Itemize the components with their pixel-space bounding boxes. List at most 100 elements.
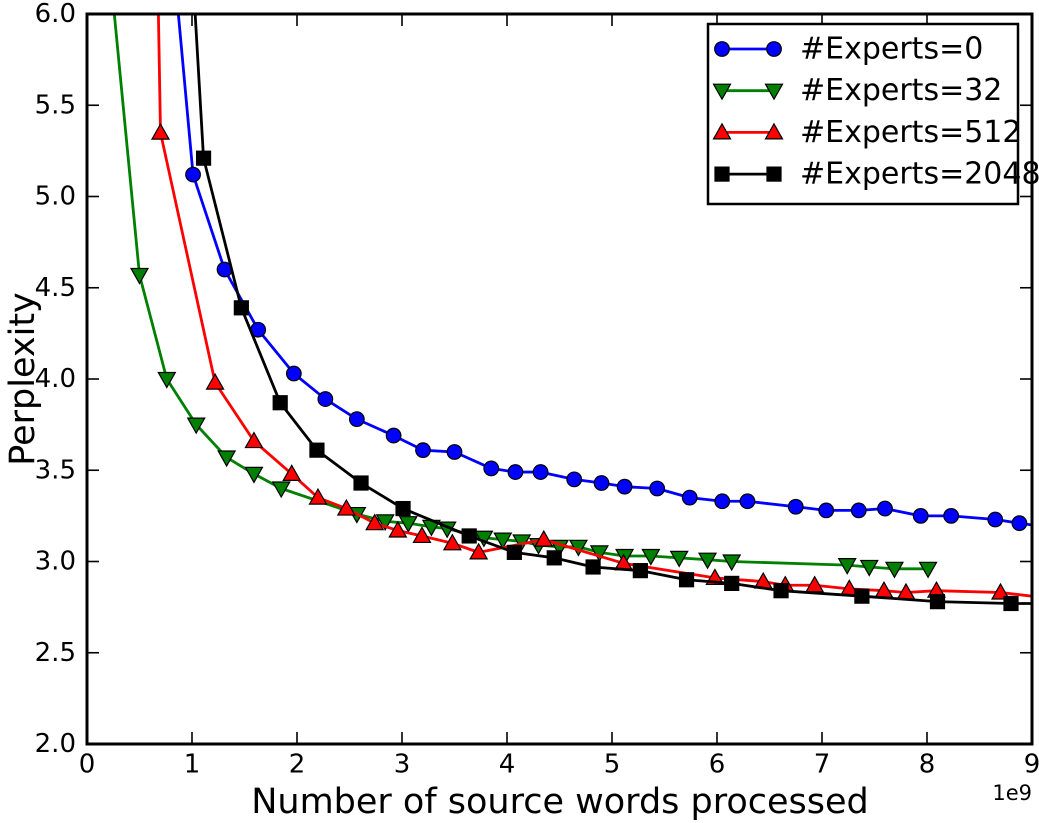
data-point-triangle-up xyxy=(712,122,732,140)
data-point-triangle-up xyxy=(205,372,225,390)
plot-series-layer xyxy=(112,14,1032,612)
data-point-triangle-down xyxy=(884,561,904,579)
series-line xyxy=(112,14,929,571)
data-point-triangle-up xyxy=(150,122,171,140)
data-point-triangle-up xyxy=(308,487,328,505)
data-point-square xyxy=(1003,595,1019,612)
data-point-circle xyxy=(943,507,960,524)
x-tick-label: 6 xyxy=(709,749,726,779)
data-point-square xyxy=(461,528,477,544)
data-point-circle xyxy=(616,478,633,495)
x-tick-label: 9 xyxy=(1024,749,1039,779)
x-tick-label: 5 xyxy=(604,749,621,779)
data-point-triangle-down xyxy=(698,552,718,570)
series--experts-0 xyxy=(176,14,1032,532)
data-point-triangle-down xyxy=(271,481,291,499)
x-tick-label: 0 xyxy=(79,749,96,779)
data-point-triangle-down xyxy=(722,554,742,572)
y-tick-label: 3.0 xyxy=(35,547,76,577)
data-point-triangle-up xyxy=(336,498,356,516)
y-axis-label: Perplexity xyxy=(3,292,43,466)
series-markers xyxy=(195,150,1019,612)
legend-item: #Experts=32 xyxy=(712,73,1002,108)
data-point-circle xyxy=(446,444,463,460)
data-point-circle xyxy=(649,480,666,497)
data-point-square xyxy=(546,550,562,566)
data-point-triangle-up xyxy=(990,582,1011,600)
data-point-circle xyxy=(681,489,698,506)
data-point-square xyxy=(309,442,325,458)
x-tick-label: 7 xyxy=(814,749,831,779)
data-point-circle xyxy=(415,442,431,459)
tick-label-layer: 0 1 2 3 4 5 6 7 8 9 2.0 2.5 3.0 3.5 4.0 4.5 5.0 5.5 6.0 xyxy=(35,0,1039,779)
data-point-triangle-up xyxy=(282,464,302,481)
data-point-square xyxy=(678,572,695,588)
legend-item-label: #Experts=512 xyxy=(800,115,1021,150)
data-point-triangle-down xyxy=(918,561,938,579)
data-point-circle xyxy=(317,391,334,407)
data-point-triangle-down xyxy=(129,267,150,285)
data-point-triangle-down xyxy=(859,559,879,577)
y-tick-label: 5.0 xyxy=(35,182,76,212)
data-point-triangle-down xyxy=(669,550,689,568)
y-tick-label: 2.0 xyxy=(35,729,76,759)
data-point-triangle-up xyxy=(764,122,784,140)
data-point-circle xyxy=(532,464,549,480)
data-point-circle xyxy=(818,502,835,519)
data-point-square xyxy=(766,166,782,182)
data-point-triangle-up xyxy=(412,526,432,544)
data-point-square xyxy=(233,300,249,316)
data-point-square xyxy=(773,583,789,599)
y-tick-label: 3.5 xyxy=(35,455,76,485)
data-point-circle xyxy=(385,427,402,444)
data-point-circle xyxy=(483,460,500,477)
series--experts-2048 xyxy=(193,14,1032,612)
data-point-circle xyxy=(766,41,782,57)
x-tick-label: 1 xyxy=(184,749,201,779)
y-tick-label: 4.0 xyxy=(35,364,76,394)
data-point-square xyxy=(272,395,288,411)
legend-item-label: #Experts=32 xyxy=(800,73,1002,108)
x-tick-label: 4 xyxy=(499,749,516,779)
data-point-triangle-up xyxy=(534,529,554,547)
data-point-circle xyxy=(987,511,1004,528)
data-point-square xyxy=(714,166,730,182)
data-point-circle xyxy=(714,493,731,510)
data-point-triangle-down xyxy=(157,371,177,389)
legend-item-label: #Experts=0 xyxy=(800,32,983,67)
data-point-circle xyxy=(348,411,365,428)
data-point-triangle-down xyxy=(641,548,661,566)
data-point-triangle-down xyxy=(764,83,784,101)
series-markers xyxy=(129,267,938,579)
data-point-triangle-up xyxy=(365,513,385,531)
data-point-circle xyxy=(912,507,929,524)
y-tick-label: 2.5 xyxy=(35,638,76,668)
x-tick-label: 8 xyxy=(919,749,936,779)
y-tick-label: 5.5 xyxy=(35,90,76,120)
data-point-circle xyxy=(1011,515,1028,532)
data-point-square xyxy=(395,500,411,517)
data-point-triangle-down xyxy=(837,558,857,575)
data-point-square xyxy=(724,575,740,592)
data-point-circle xyxy=(593,475,610,491)
data-point-square xyxy=(854,588,870,604)
data-point-circle xyxy=(714,41,730,57)
series-markers xyxy=(185,166,1028,532)
y-tick-label: 6.0 xyxy=(35,0,76,29)
legend-item: #Experts=0 xyxy=(714,32,983,67)
data-point-triangle-up xyxy=(442,533,462,551)
data-point-circle xyxy=(787,498,804,515)
data-point-square xyxy=(353,475,369,491)
data-point-triangle-down xyxy=(493,532,513,550)
data-point-square xyxy=(632,563,648,579)
x-tick-label: 3 xyxy=(394,749,411,779)
x-axis-offset-label: 1e9 xyxy=(992,781,1032,805)
legend-item-label: #Experts=2048 xyxy=(800,157,1039,192)
data-point-triangle-up xyxy=(244,431,264,449)
data-point-triangle-down xyxy=(217,450,237,468)
x-tick-label: 2 xyxy=(289,749,306,779)
legend: #Experts=0 #Experts=32 #Experts=512 #Expert… xyxy=(706,22,1039,206)
data-point-circle xyxy=(566,471,583,488)
